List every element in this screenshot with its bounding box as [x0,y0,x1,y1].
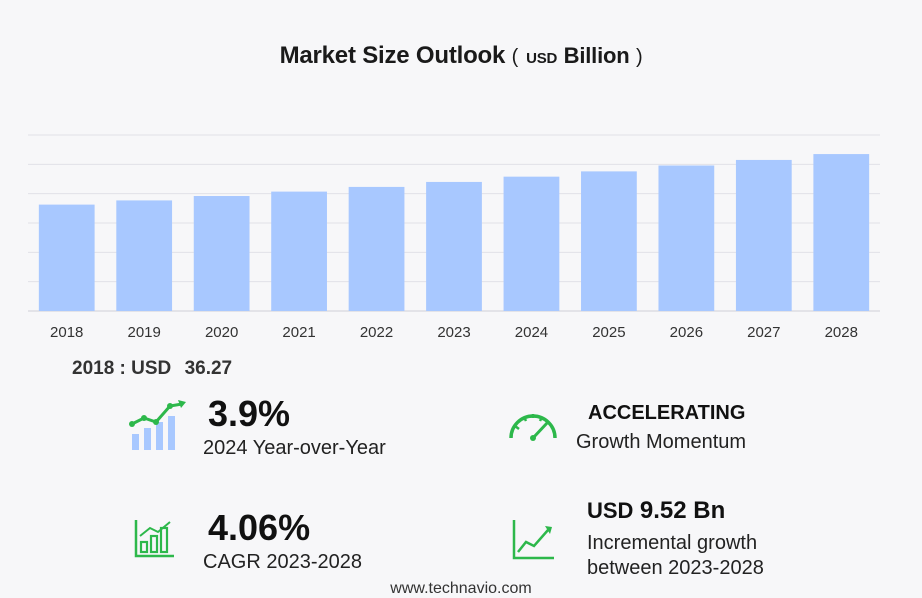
kpi-yoy-label: 2024 Year-over-Year [203,437,386,459]
kpi-yoy-label-wrap: 2024 Year-over-Year [203,437,386,460]
chart-title: Market Size Outlook ( USD Billion ) [0,42,922,70]
kpi-incremental-prefix: USD [587,498,634,523]
title-unit: Billion [563,43,630,68]
x-tick-label: 2020 [205,324,238,341]
kpi-momentum-label: Growth Momentum [576,431,747,453]
x-tick-label: 2026 [670,324,703,341]
kpi-momentum-label-wrap: Growth Momentum [576,431,746,454]
bar-2020 [193,196,250,311]
kpi-incremental-value: 9.52 Bn [639,497,726,524]
title-main: Market Size Outlook [279,42,506,69]
bar-chart: 2018 2019 2020 2021 2022 2023 2024 2025 2026 2027… [28,134,880,341]
bar-2022 [348,186,405,311]
title-unit-prefix: USD [526,50,558,67]
x-tick-label: 2028 [825,324,858,341]
bar-chart-icon [134,520,174,558]
x-tick-label: 2021 [282,324,315,341]
kpi-cagr: 4.06% [208,507,310,549]
x-tick-label: 2024 [515,324,548,341]
footer-source: www.technavio.com [390,580,532,597]
growth-chart-icon [129,400,186,450]
bar-2023 [426,181,482,311]
kpi-cagr-value: 4.06% [208,507,311,548]
bar-2019 [116,200,173,311]
bar-2025 [581,171,637,311]
kpi-incremental-label-2: between 2023-2028 [587,557,764,579]
base-value: 2018 : USD 36.27 [72,358,232,380]
title-paren-open: ( [511,46,519,68]
speedometer-icon [509,414,557,441]
x-tick-label: 2023 [437,324,470,341]
kpi-momentum-value: ACCELERATING [588,402,746,424]
kpi-cagr-label-wrap: CAGR 2023-2028 [203,551,362,574]
kpi-cagr-label: CAGR 2023-2028 [203,551,362,573]
bar-2028 [813,154,870,311]
bar-2027 [735,159,792,311]
kpi-yoy-value: 3.9% [208,393,291,434]
bar-2018 [38,204,95,311]
kpi-yoy: 3.9% [208,393,290,435]
bar-2021 [271,191,327,311]
bar-2026 [658,165,715,311]
title-paren-close: ) [635,46,643,68]
x-tick-label: 2027 [747,324,780,341]
kpi-incremental-label-wrap: Incremental growth between 2023-2028 [587,531,764,581]
x-tick-label: 2025 [592,324,625,341]
trend-line-icon [512,520,554,560]
kpi-momentum: ACCELERATING [588,402,745,425]
bar-2024 [503,176,560,311]
kpi-incremental-label-1: Incremental growth [587,532,758,554]
base-value-label: 2018 : USD [72,358,172,379]
base-value-number: 36.27 [184,358,233,379]
kpi-incremental: USD 9.52 Bn [587,497,725,525]
x-tick-label: 2018 [50,324,83,341]
x-tick-label: 2019 [127,324,160,341]
x-tick-label: 2022 [360,324,393,341]
